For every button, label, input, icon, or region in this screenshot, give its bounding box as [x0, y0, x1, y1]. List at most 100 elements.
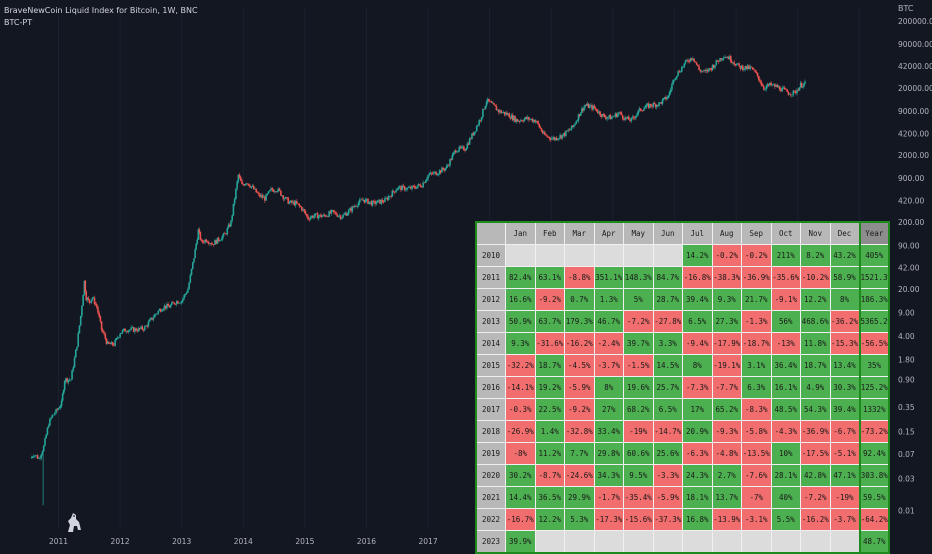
candle-body [168, 306, 171, 308]
candle-body [148, 319, 151, 322]
month-return-cell: 8% [682, 354, 713, 377]
candle-body [543, 132, 545, 134]
tradingview-dino-icon[interactable] [64, 512, 84, 534]
month-return-cell: -8.7% [534, 464, 565, 487]
candle-body [328, 211, 330, 217]
month-return-cell: 25.7% [652, 376, 683, 399]
candle-body [31, 456, 33, 459]
candle-body [189, 274, 192, 283]
month-return-cell: -36.9% [800, 420, 831, 443]
candle-body [580, 112, 582, 116]
candle-body [319, 214, 321, 216]
month-return-cell: -7.7% [711, 376, 742, 399]
candle-body [578, 114, 581, 116]
month-return-cell: 34.3% [593, 464, 624, 487]
candle-body [243, 184, 246, 186]
month-return-cell: 6.5% [652, 398, 683, 421]
month-return-cell: -0.2% [741, 244, 772, 267]
month-return-cell: -9.3% [711, 420, 742, 443]
candle-body [472, 133, 474, 136]
candle-body [609, 115, 612, 120]
candle-body [106, 341, 109, 344]
candle-body [357, 202, 360, 206]
month-return-cell: 351.1% [593, 266, 624, 289]
month-return-cell: -19% [829, 486, 860, 509]
month-return-cell: 84.7% [652, 266, 683, 289]
candle-body [361, 199, 363, 201]
candle-body [34, 455, 36, 457]
candle-body [264, 196, 266, 201]
candle-body [471, 133, 473, 140]
month-return-cell: -8% [505, 442, 536, 465]
candle-body [338, 215, 341, 217]
candle-body [724, 56, 726, 58]
candle-body [720, 58, 723, 60]
candle-body [334, 211, 336, 213]
candle-body [739, 65, 742, 69]
candle-body [87, 297, 90, 300]
candle-body [252, 185, 255, 190]
month-header: Oct [770, 221, 801, 245]
month-return-cell: -8.8% [564, 266, 595, 289]
candle-body [765, 86, 768, 90]
candle-body [418, 184, 421, 186]
candle-body [654, 103, 657, 108]
month-return-cell: -7.2% [623, 310, 654, 333]
candle-body [156, 313, 158, 315]
month-return-cell: -17.9% [711, 332, 742, 355]
year-return-cell: -73.2% [858, 420, 890, 443]
month-return-cell: 2.7% [711, 464, 742, 487]
candle-body [387, 196, 390, 200]
candle-body [175, 301, 178, 305]
candle-body [669, 89, 672, 93]
candle-body [337, 215, 340, 217]
candle-body [561, 134, 564, 139]
candle-body [201, 240, 204, 242]
month-return-cell: -14.1% [505, 376, 536, 399]
candle-body [797, 90, 800, 91]
month-return-cell: 39.9% [505, 530, 536, 554]
candle-body [566, 130, 568, 132]
candle-body [706, 69, 709, 72]
candle-body [406, 187, 408, 190]
candle-body [62, 389, 65, 394]
candle-body [487, 98, 489, 102]
candle-body [439, 170, 442, 173]
month-return-cell: -31.6% [534, 332, 565, 355]
month-return-cell: 7.7% [564, 442, 595, 465]
candle-body [111, 342, 114, 345]
y-tick-label: 90.00 [898, 241, 920, 250]
candle-body [204, 239, 206, 243]
candle-body [228, 224, 231, 227]
candle-body [568, 129, 571, 131]
candle-body [710, 68, 713, 71]
candle-body [329, 211, 332, 214]
candle-body [303, 209, 306, 212]
month-return-cell: 11.2% [534, 442, 565, 465]
candle-body [413, 186, 416, 188]
candle-body [446, 165, 449, 167]
candle-body [287, 197, 290, 204]
candle-body [788, 94, 791, 96]
candle-body [672, 79, 674, 85]
candle-body [475, 126, 478, 132]
candle-body [405, 189, 407, 191]
table-corner [475, 221, 506, 245]
candle-body [47, 425, 50, 428]
month-header: Nov [800, 221, 831, 245]
candle-body [93, 297, 96, 305]
candle-body [262, 196, 265, 198]
candle-body [636, 114, 638, 116]
month-return-cell [800, 530, 831, 554]
candle-body [553, 137, 556, 140]
candle-body [212, 244, 215, 245]
month-return-cell [564, 244, 595, 267]
candle-body [489, 101, 492, 102]
month-return-cell: 18.1% [682, 486, 713, 509]
candle-body [276, 191, 278, 192]
candle-body [674, 77, 677, 80]
year-return-cell: 405% [858, 244, 890, 267]
candle-body [199, 232, 202, 240]
y-tick-label: 0.07 [898, 450, 915, 459]
month-return-cell [770, 530, 801, 554]
